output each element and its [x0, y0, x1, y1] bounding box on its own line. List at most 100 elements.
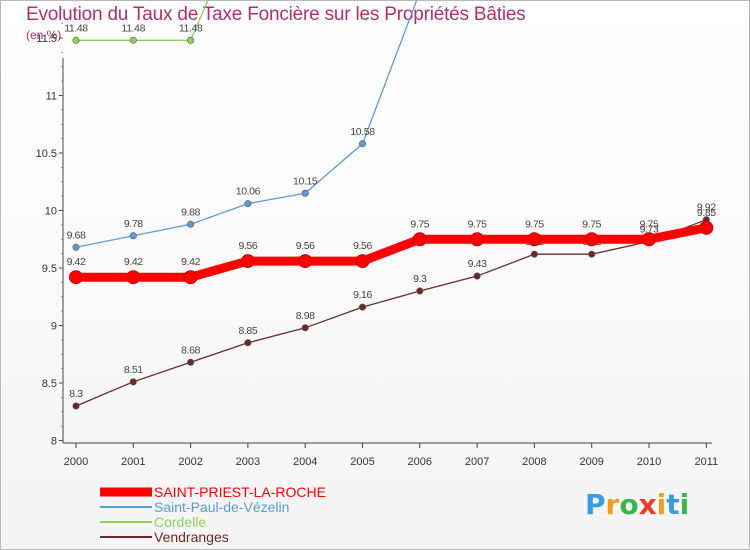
logo-letter: r: [605, 488, 620, 521]
data-point: [126, 270, 141, 285]
data-point: [530, 250, 538, 258]
y-unit-label: (en %): [26, 28, 62, 42]
data-label: 9.42: [67, 256, 86, 268]
data-label: 9.43: [468, 258, 487, 270]
legend-label: Vendranges: [154, 529, 229, 545]
data-point: [355, 254, 370, 269]
data-point: [244, 200, 252, 208]
y-tick-label: 11.5: [36, 33, 57, 45]
data-point: [416, 287, 424, 295]
data-label: 9.3: [413, 273, 427, 285]
legend-label: Cordelle: [154, 514, 206, 530]
x-tick-label: 2000: [64, 456, 88, 468]
data-label: 9.88: [181, 206, 200, 218]
data-label: 9.75: [410, 218, 429, 230]
x-tick-label: 2007: [465, 456, 489, 468]
data-label: 8.51: [124, 364, 143, 376]
data-label: 10.06: [236, 186, 261, 198]
data-point: [183, 270, 198, 285]
x-tick-label: 2002: [178, 456, 202, 468]
data-point: [473, 272, 481, 280]
data-point: [358, 140, 366, 148]
series-line: [75, 219, 707, 407]
data-label: 9.42: [124, 256, 143, 268]
data-label: 9.16: [353, 289, 372, 301]
data-label: 9.56: [353, 240, 372, 252]
data-point: [129, 378, 137, 386]
data-point: [642, 232, 656, 247]
data-point: [72, 36, 80, 44]
x-tick-label: 2006: [408, 456, 432, 468]
x-tick-label: 2010: [637, 456, 661, 468]
proxiti-logo: Proxiti: [585, 488, 689, 521]
data-label: 8.85: [238, 325, 257, 337]
data-point: [301, 324, 309, 332]
data-point: [358, 303, 366, 311]
data-point: [584, 232, 599, 247]
data-label: 8.98: [296, 310, 315, 322]
data-point: [301, 189, 309, 197]
data-label: 9.75: [582, 218, 601, 230]
series-line: [75, 0, 418, 248]
y-tick-label: 9: [51, 321, 57, 333]
data-label: 10.58: [350, 126, 375, 138]
data-point: [187, 220, 195, 228]
logo-letter: i: [656, 488, 667, 521]
logo-letter: P: [585, 488, 606, 521]
data-label: 8.68: [181, 344, 200, 356]
data-point: [72, 243, 80, 251]
x-tick-label: 2001: [121, 456, 145, 468]
data-point: [699, 220, 714, 235]
data-point: [72, 402, 80, 410]
x-tick-label: 2011: [694, 456, 718, 468]
data-label: 9.56: [296, 240, 315, 252]
logo-letter: o: [619, 488, 639, 521]
x-tick-label: 2008: [522, 456, 546, 468]
data-label: 9.68: [67, 229, 86, 241]
data-point: [298, 254, 313, 269]
data-point: [69, 270, 83, 285]
data-label: 9.78: [124, 218, 143, 230]
legend-label: SAINT-PRIEST-LA-ROCHE: [154, 484, 326, 500]
data-label: 8.3: [69, 388, 83, 400]
y-tick-label: 9.5: [42, 263, 57, 275]
y-tick-label: 10: [45, 206, 57, 218]
data-label: 9.56: [238, 240, 257, 252]
x-tick-label: 2003: [236, 456, 260, 468]
chart-title: Evolution du Taux de Taxe Foncière sur l…: [26, 4, 526, 25]
series-line: [76, 223, 708, 282]
data-point: [412, 232, 427, 247]
axes: 88.599.51010.51111.51212.51313.51414.520…: [36, 8, 718, 468]
data-label: 11.48: [179, 22, 203, 34]
data-label: 9.42: [181, 256, 200, 268]
data-label: 9.75: [468, 218, 487, 230]
data-label: 9.75: [525, 218, 544, 230]
x-tick-label: 2005: [350, 456, 374, 468]
y-tick-label: 8: [51, 436, 57, 448]
data-label: 9.92: [697, 202, 716, 214]
data-label: 10.15: [293, 175, 318, 187]
x-tick-label: 2004: [293, 456, 317, 468]
data-point: [527, 232, 542, 247]
data-point: [187, 358, 195, 366]
legend-label: Saint-Paul-de-Vézelin: [154, 499, 289, 515]
data-point: [129, 36, 137, 44]
data-point: [588, 250, 596, 258]
logo-letter: t: [666, 488, 680, 521]
data-point: [244, 339, 252, 347]
data-point: [240, 254, 255, 269]
y-tick-label: 11: [46, 91, 57, 103]
data-label: 9.85: [697, 207, 716, 219]
data-point: [470, 232, 485, 247]
x-tick-label: 2009: [579, 456, 603, 468]
data-point: [129, 232, 137, 240]
data-point: [187, 36, 195, 44]
y-tick-label: 8.5: [42, 378, 57, 390]
series-line: [76, 0, 209, 41]
data-label: 11.48: [64, 22, 88, 34]
data-label: 9.73: [640, 224, 659, 236]
y-tick-label: 10.5: [36, 148, 57, 160]
series-lines: 8.38.518.688.858.989.169.39.439.629.629.…: [64, 0, 717, 410]
legend: SAINT-PRIEST-LA-ROCHESaint-Paul-de-Vézel…: [100, 484, 326, 545]
